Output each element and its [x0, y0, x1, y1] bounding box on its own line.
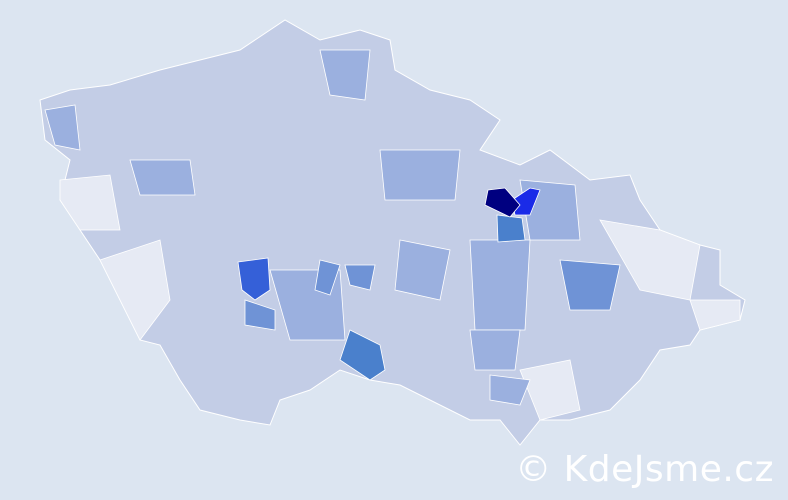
region-high2: [237, 257, 271, 301]
region-medium: [319, 49, 371, 101]
region-strong: [559, 259, 621, 311]
region-darker: [496, 214, 526, 243]
watermark: © KdeJsme.cz: [515, 449, 774, 490]
region-strong: [244, 299, 276, 331]
region-medium: [129, 159, 196, 196]
region-light: [689, 299, 741, 331]
region-darker: [339, 329, 386, 381]
region-highest: [484, 187, 521, 218]
region-strong: [314, 259, 341, 296]
region-medium: [469, 239, 531, 331]
region-medium: [489, 374, 531, 406]
region-strong: [344, 264, 376, 291]
region-light: [59, 174, 121, 231]
region-light: [519, 359, 581, 421]
region-light: [99, 239, 171, 341]
region-medium: [394, 239, 451, 301]
region-medium: [469, 329, 521, 371]
region-high: [511, 187, 541, 216]
region-light: [599, 219, 701, 301]
country-outline: [39, 19, 746, 446]
region-medium: [44, 104, 81, 151]
region-medium: [379, 149, 461, 201]
